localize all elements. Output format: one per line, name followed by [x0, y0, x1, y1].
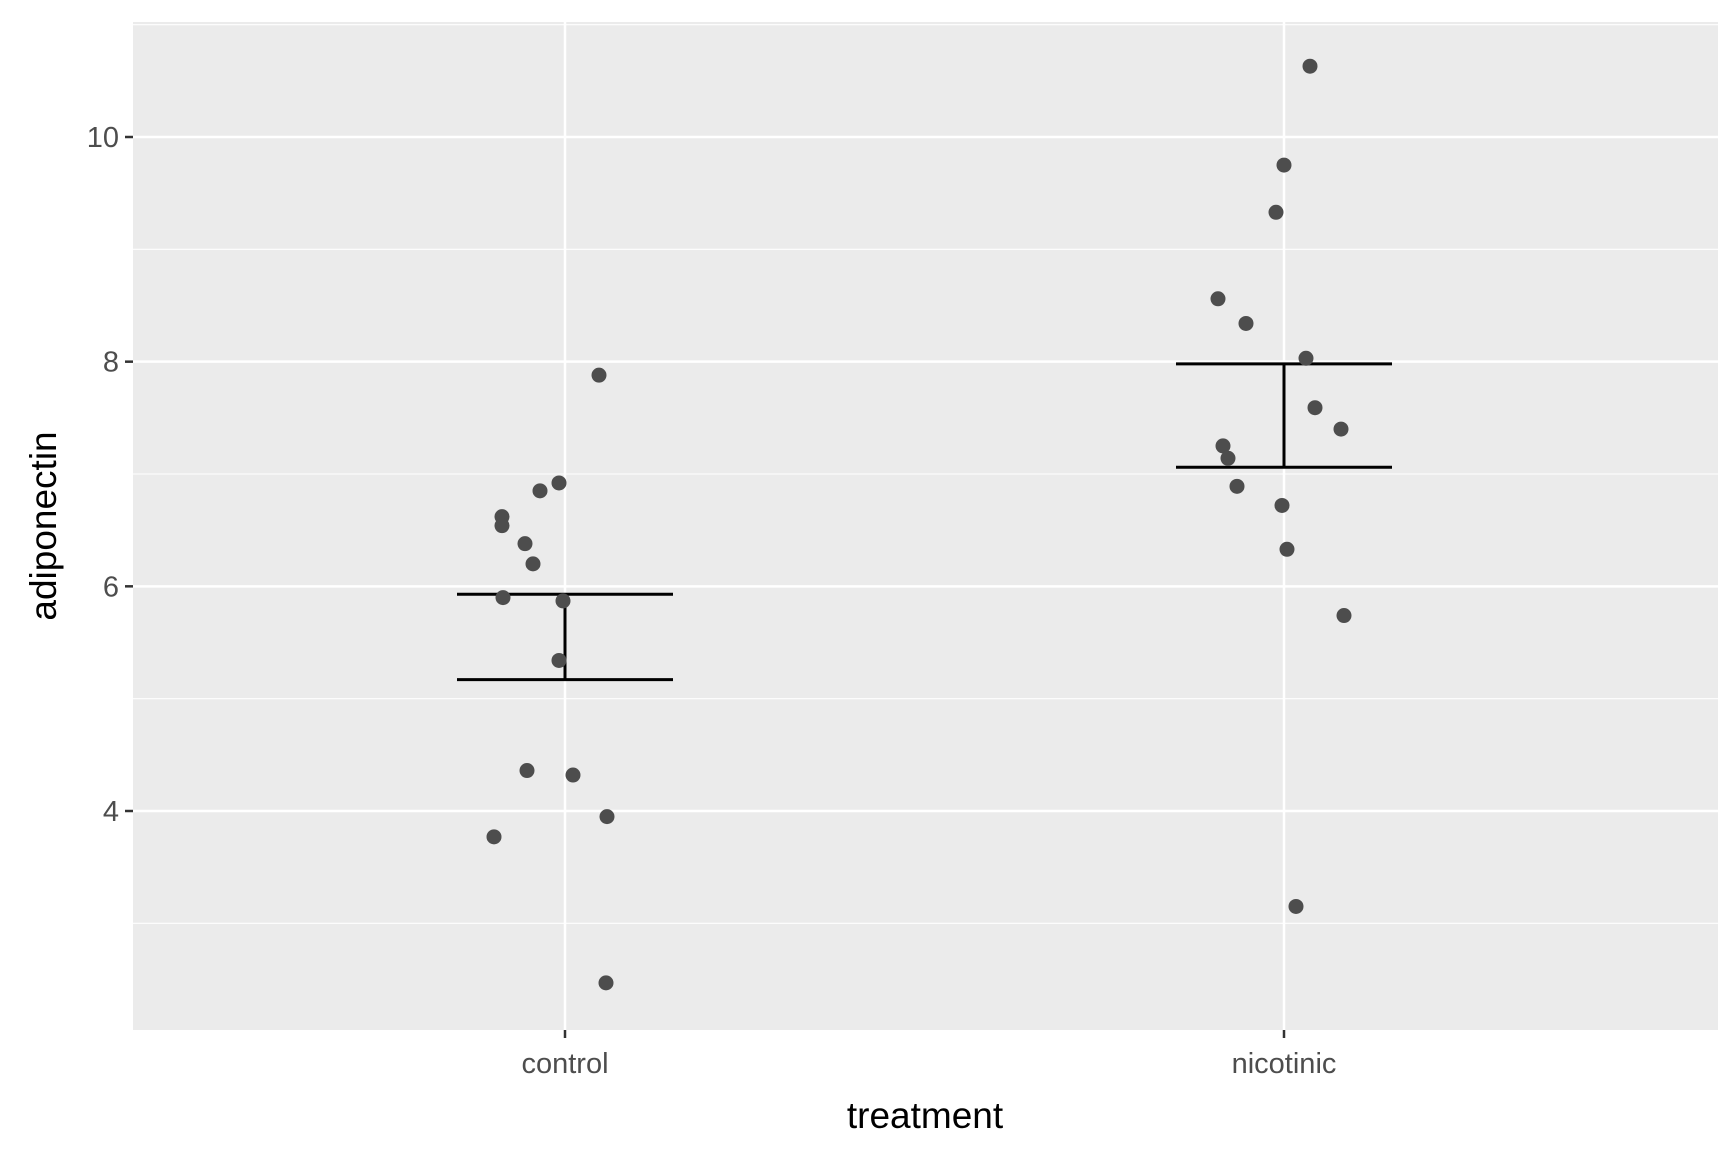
- data-point: [1279, 541, 1295, 557]
- data-point: [486, 829, 502, 845]
- data-point: [598, 975, 614, 991]
- data-point: [1298, 350, 1314, 366]
- data-point: [1210, 291, 1226, 307]
- x-tick-label: control: [521, 1048, 608, 1080]
- data-point: [1276, 157, 1292, 173]
- data-point: [1238, 315, 1254, 331]
- data-point: [599, 809, 615, 825]
- y-axis: 4 6 8 10: [87, 122, 133, 828]
- data-point: [1333, 421, 1349, 437]
- y-tick-label: 6: [103, 571, 119, 603]
- data-point: [551, 475, 567, 491]
- data-point: [1302, 58, 1318, 74]
- data-point: [551, 652, 567, 668]
- y-axis-title: adiponectin: [23, 431, 64, 620]
- data-point: [591, 367, 607, 383]
- y-tick-label: 4: [103, 796, 119, 828]
- data-points: [486, 58, 1352, 991]
- data-point: [532, 483, 548, 499]
- data-point: [494, 518, 510, 534]
- data-point: [1307, 400, 1323, 416]
- x-tick-label: nicotinic: [1232, 1048, 1337, 1080]
- data-point: [1215, 438, 1231, 454]
- data-point: [525, 556, 541, 572]
- data-point: [1288, 898, 1304, 914]
- data-point: [495, 590, 511, 606]
- data-point: [519, 763, 535, 779]
- data-point: [565, 767, 581, 783]
- data-point: [1274, 497, 1290, 513]
- y-tick-label: 8: [103, 347, 119, 379]
- data-point: [1268, 204, 1284, 220]
- y-tick-label: 10: [87, 122, 119, 154]
- x-axis-title: treatment: [847, 1095, 1004, 1136]
- plot-panel: [133, 22, 1718, 1030]
- data-point: [1229, 478, 1245, 494]
- data-point: [1220, 450, 1236, 466]
- data-point: [517, 536, 533, 552]
- data-point: [1336, 608, 1352, 624]
- data-point: [555, 593, 571, 609]
- error-bars: [457, 362, 1392, 682]
- grid-major: [133, 22, 1718, 1030]
- grid-minor: [133, 24, 1718, 924]
- x-axis: control nicotinic: [521, 1030, 1336, 1080]
